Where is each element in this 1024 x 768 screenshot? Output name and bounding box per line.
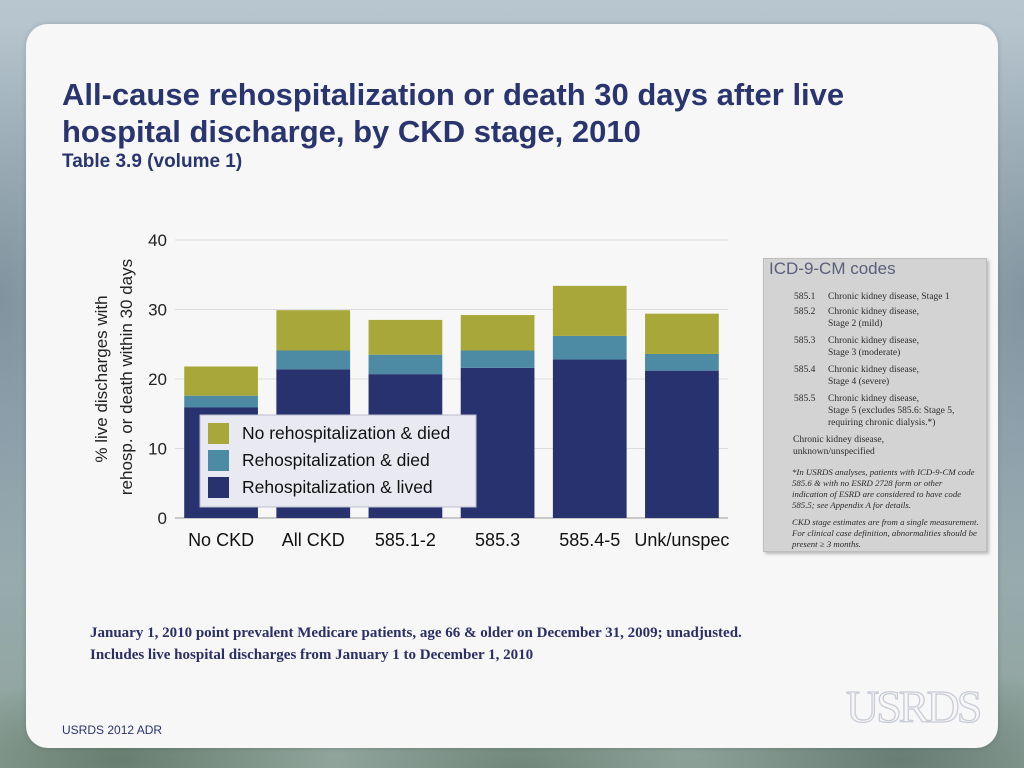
icd-note-ckd-stage: CKD stage estimates are from a single me… xyxy=(792,517,979,549)
icd-code: 585.2 xyxy=(794,307,816,317)
bar-segment xyxy=(460,350,535,368)
y-tick-label: 20 xyxy=(148,370,167,389)
icd-code: 585.4 xyxy=(794,365,816,375)
y-tick-label: 0 xyxy=(158,509,167,528)
footer-source: USRDS 2012 ADR xyxy=(62,723,163,737)
y-tick-label: 30 xyxy=(148,301,167,320)
x-tick-label: All CKD xyxy=(282,530,345,550)
y-axis-label: rehosp. or death within 30 days xyxy=(117,259,136,495)
icd-desc: Chronic kidney disease, Stage 2 (mild) xyxy=(828,307,920,329)
legend-label: Rehospitalization & lived xyxy=(242,477,433,497)
y-tick-label: 10 xyxy=(148,440,167,459)
bar-segment xyxy=(552,285,627,336)
bar-segment xyxy=(368,354,443,375)
bar-segment xyxy=(645,353,719,371)
legend-swatch xyxy=(208,450,229,471)
bar-segment xyxy=(368,319,443,355)
x-tick-label: Unk/unspec xyxy=(634,530,729,550)
bar-segment xyxy=(645,370,719,518)
bar-segment xyxy=(276,350,351,370)
icd-desc: Chronic kidney disease, Stage 3 (moderat… xyxy=(828,336,920,358)
legend-swatch xyxy=(208,477,229,498)
icd-code: 585.1 xyxy=(794,292,816,302)
x-tick-label: 585.3 xyxy=(475,530,520,550)
usrds-logo: USRDS xyxy=(845,680,983,732)
legend-label: Rehospitalization & died xyxy=(242,450,430,470)
x-tick-label: No CKD xyxy=(188,530,254,550)
bar-segment xyxy=(645,313,719,354)
x-tick-label: 585.4-5 xyxy=(559,530,620,550)
icd-codes-panel: ICD-9-CM codes 585.1 Chronic kidney dise… xyxy=(763,258,987,552)
bar-segment xyxy=(460,315,535,351)
legend-swatch xyxy=(208,423,229,444)
icd-note-esrd: *In USRDS analyses, patients with ICD-9-… xyxy=(792,467,975,510)
stacked-bar-chart: 0 10 20 30 40 % live discharges with rehosp. o… xyxy=(92,231,729,550)
legend-label: No rehospitalization & died xyxy=(242,423,450,443)
slide-title: All-cause rehospitalization or death 30 … xyxy=(62,77,845,149)
y-tick-label: 40 xyxy=(148,231,167,250)
bar-segment xyxy=(552,335,627,360)
x-tick-label: 585.1-2 xyxy=(375,530,436,550)
bar-segment xyxy=(276,310,351,351)
icd-desc: Chronic kidney disease, Stage 5 (exclude… xyxy=(828,394,955,428)
y-axis-label: % live discharges with xyxy=(92,295,111,462)
icd-unknown: Chronic kidney disease, unknown/unspecif… xyxy=(793,435,885,457)
icd-codes-title: ICD-9-CM codes xyxy=(769,259,896,278)
slide-subtitle: Table 3.9 (volume 1) xyxy=(62,151,243,172)
icd-desc: Chronic kidney disease, Stage 4 (severe) xyxy=(828,365,920,387)
icd-code: 585.3 xyxy=(794,336,816,346)
chart-footnote: January 1, 2010 point prevalent Medicare… xyxy=(90,625,742,663)
bar-segment xyxy=(552,359,627,518)
bar-segment xyxy=(184,395,258,408)
legend-box xyxy=(199,414,477,508)
icd-code: 585.5 xyxy=(794,394,816,404)
bar-segment xyxy=(184,366,258,396)
icd-desc: Chronic kidney disease, Stage 1 xyxy=(828,292,950,302)
